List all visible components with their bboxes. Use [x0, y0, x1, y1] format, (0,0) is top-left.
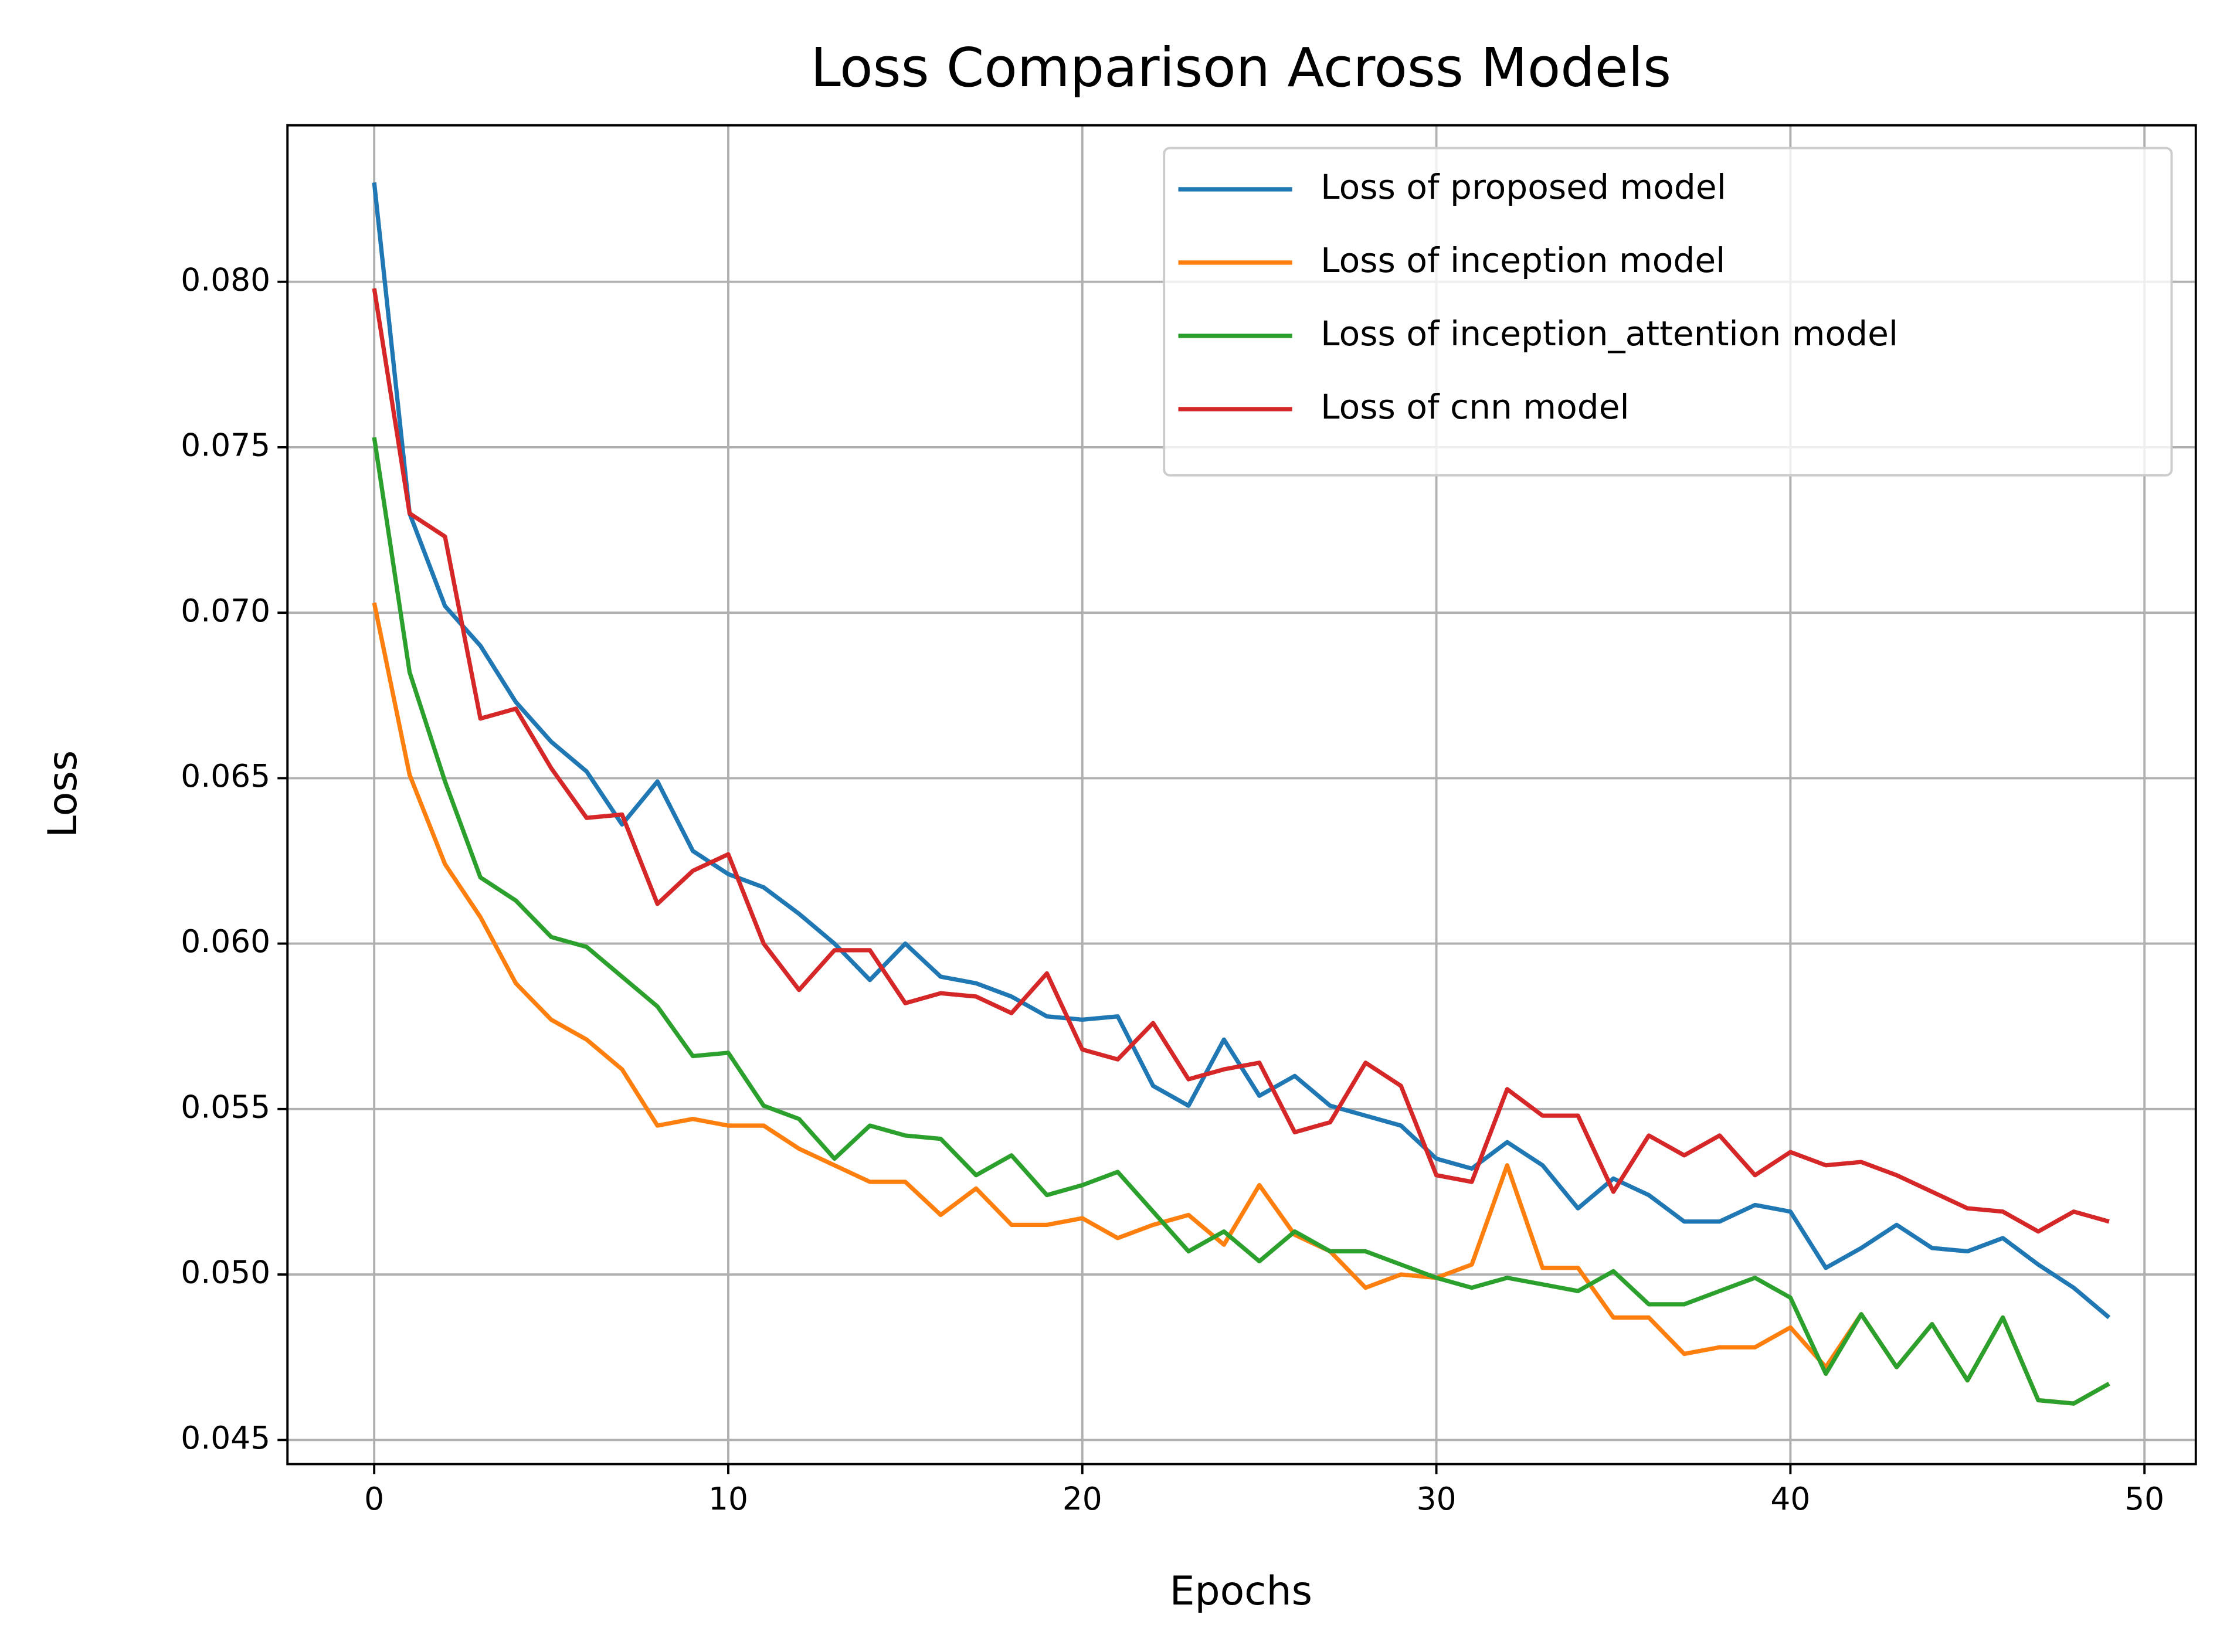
y-tick-label: 0.080	[181, 261, 270, 298]
y-tick-label: 0.075	[181, 427, 270, 464]
y-tick-label: 0.045	[181, 1419, 270, 1456]
series-line	[372, 288, 2110, 1234]
y-tick-label: 0.050	[181, 1254, 270, 1291]
y-axis-label: Loss	[40, 750, 86, 838]
x-tick-label: 0	[364, 1480, 384, 1517]
series-line	[372, 437, 2110, 1406]
x-tick-label: 20	[1063, 1480, 1102, 1517]
x-tick-label: 30	[1417, 1480, 1457, 1517]
legend-label: Loss of inception model	[1321, 240, 1725, 280]
y-tick-label: 0.055	[181, 1088, 270, 1125]
legend-label: Loss of inception_attention model	[1321, 314, 1898, 353]
y-tick-label: 0.060	[181, 923, 270, 960]
plot-frame	[286, 124, 2197, 1466]
legend: Loss of proposed model Loss of inception …	[1163, 147, 2173, 477]
x-tick-label: 40	[1770, 1480, 1810, 1517]
x-axis-label: Epochs	[1170, 1568, 1312, 1614]
y-tick-label: 0.065	[181, 757, 270, 794]
x-tick-label: 50	[2124, 1480, 2164, 1517]
chart-title: Loss Comparison Across Models	[810, 36, 1671, 99]
legend-label: Loss of proposed model	[1321, 167, 1726, 207]
x-tick-label: 10	[708, 1480, 748, 1517]
legend-box	[1163, 147, 2173, 477]
y-tick-label: 0.070	[181, 592, 270, 629]
legend-label: Loss of cnn model	[1321, 387, 1630, 427]
